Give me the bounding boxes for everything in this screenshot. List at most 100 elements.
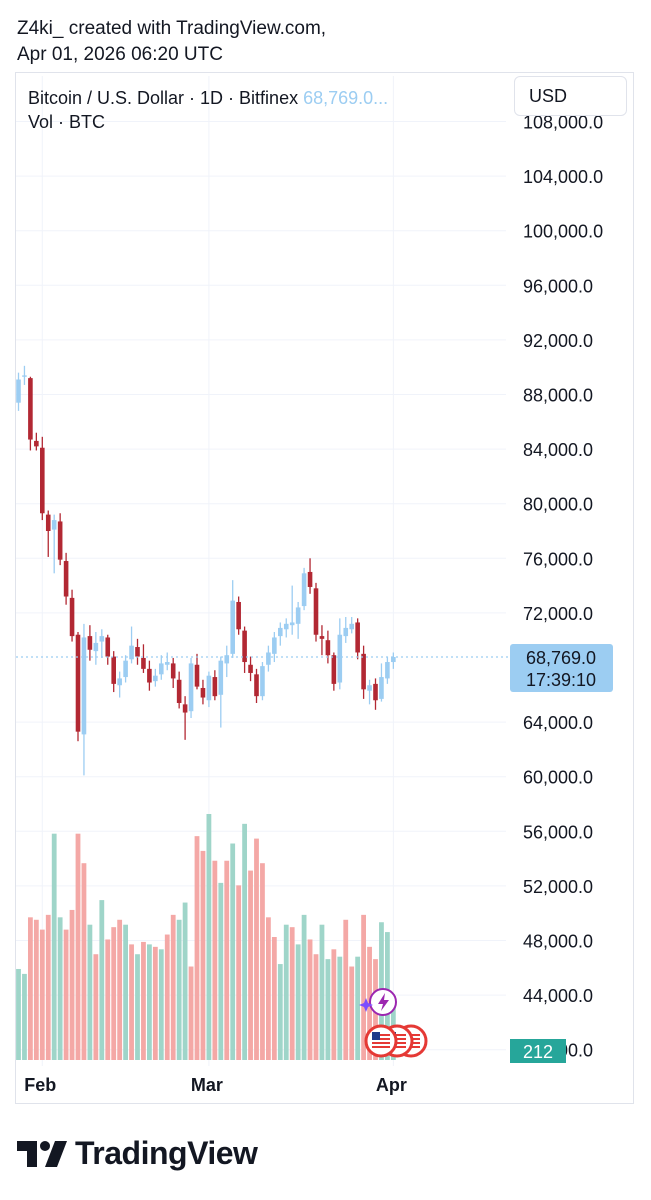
volume-bar	[361, 914, 366, 1060]
candlestick	[212, 670, 218, 701]
time-tick-label: Apr	[376, 1075, 407, 1095]
candle-body	[69, 597, 75, 637]
price-tick-label: 104,000.0	[523, 167, 603, 187]
candlestick	[16, 372, 21, 411]
candlestick	[75, 632, 81, 742]
candle-body	[307, 571, 313, 587]
candle-body	[57, 521, 63, 560]
candlestick	[373, 678, 378, 710]
candle-body	[331, 655, 337, 684]
candle-body	[93, 642, 99, 652]
candlestick	[361, 645, 366, 699]
candle-body	[22, 375, 27, 377]
candlestick	[45, 510, 51, 557]
volume-bar	[313, 954, 319, 1060]
lightning-event-icon[interactable]	[359, 988, 397, 1016]
candle-body	[254, 674, 259, 697]
candlestick	[206, 671, 212, 708]
candle-body	[236, 601, 241, 630]
candlestick	[319, 625, 325, 656]
candlestick	[93, 632, 99, 665]
chart-caption: Z4ki_ created with TradingView.com, Apr …	[17, 16, 326, 68]
candlestick	[40, 436, 45, 521]
candle-body	[283, 623, 289, 630]
candle-body	[385, 662, 390, 679]
candle-body	[111, 656, 116, 684]
volume-bar	[45, 914, 51, 1060]
candle-body	[188, 663, 194, 712]
tradingview-logo: TradingView	[17, 1135, 258, 1172]
volume-bar	[331, 949, 337, 1060]
volume-label-bg	[510, 1039, 566, 1063]
volume-bar	[283, 924, 289, 1060]
candle-body	[182, 704, 188, 713]
price-tick-label: 44,000.0	[523, 986, 593, 1006]
candlestick	[260, 662, 265, 701]
brand-name: TradingView	[75, 1135, 258, 1171]
current-price-label-bg	[510, 644, 613, 693]
flag-event-icon[interactable]	[364, 1024, 398, 1058]
volume-bar	[158, 949, 164, 1060]
candlestick	[391, 652, 396, 669]
volume-bar	[164, 934, 170, 1060]
candle-body	[260, 666, 265, 697]
volume-bar	[277, 964, 283, 1060]
candle-body	[313, 588, 319, 635]
candlestick	[313, 582, 319, 642]
candlestick	[266, 645, 271, 672]
symbol-description[interactable]: Bitcoin / U.S. Dollar · 1D · Bitfinex	[28, 88, 299, 108]
volume-legend[interactable]: Vol · BTC	[28, 112, 106, 132]
candlestick	[111, 651, 116, 693]
currency-button[interactable]: USD	[514, 76, 627, 116]
candlestick	[176, 671, 182, 709]
volume-bar	[254, 838, 259, 1060]
volume-bar	[295, 944, 301, 1060]
volume-value-label: 212	[523, 1042, 553, 1062]
candle-body	[230, 600, 235, 654]
candle-body	[129, 645, 134, 660]
volume-bar	[325, 959, 331, 1060]
candlestick	[105, 634, 111, 665]
candle-body	[355, 622, 360, 653]
time-tick-label: Mar	[191, 1075, 223, 1095]
volume-bar	[152, 946, 158, 1060]
candlestick	[254, 668, 259, 703]
candle-body	[391, 657, 396, 663]
candle-body	[117, 678, 122, 686]
volume-bar	[224, 860, 230, 1060]
candle-body	[349, 623, 354, 630]
price-tick-label: 80,000.0	[523, 495, 593, 515]
candlestick	[272, 632, 277, 663]
candle-body	[289, 622, 295, 626]
candle-body	[272, 637, 277, 654]
candle-body	[242, 630, 247, 663]
volume-bar	[200, 850, 206, 1060]
volume-bar	[63, 929, 69, 1060]
candlestick	[224, 645, 230, 678]
volume-bar	[212, 860, 218, 1060]
caption-date-line: Apr 01, 2026 06:20 UTC	[17, 44, 223, 65]
candlestick	[147, 660, 152, 691]
candle-body	[34, 440, 39, 447]
candlestick	[337, 618, 343, 690]
candle-body	[224, 655, 230, 664]
candlestick	[188, 657, 194, 719]
candle-body	[40, 447, 45, 514]
volume-bar	[355, 956, 361, 1060]
candle-body	[361, 653, 366, 690]
volume-bar	[123, 924, 128, 1060]
event-markers[interactable]	[359, 988, 428, 1058]
candlestick	[123, 655, 128, 683]
volume-bar	[319, 924, 325, 1060]
price-tick-label: 56,000.0	[523, 822, 593, 842]
candlestick	[28, 376, 33, 451]
candle-body	[170, 663, 176, 679]
volume-bar	[57, 917, 63, 1060]
candle-body	[325, 640, 331, 656]
candlestick	[236, 596, 241, 635]
candlestick	[295, 601, 301, 639]
volume-bar	[266, 917, 271, 1060]
candle-body	[367, 685, 372, 691]
price-tick-label: 60,000.0	[523, 768, 593, 788]
